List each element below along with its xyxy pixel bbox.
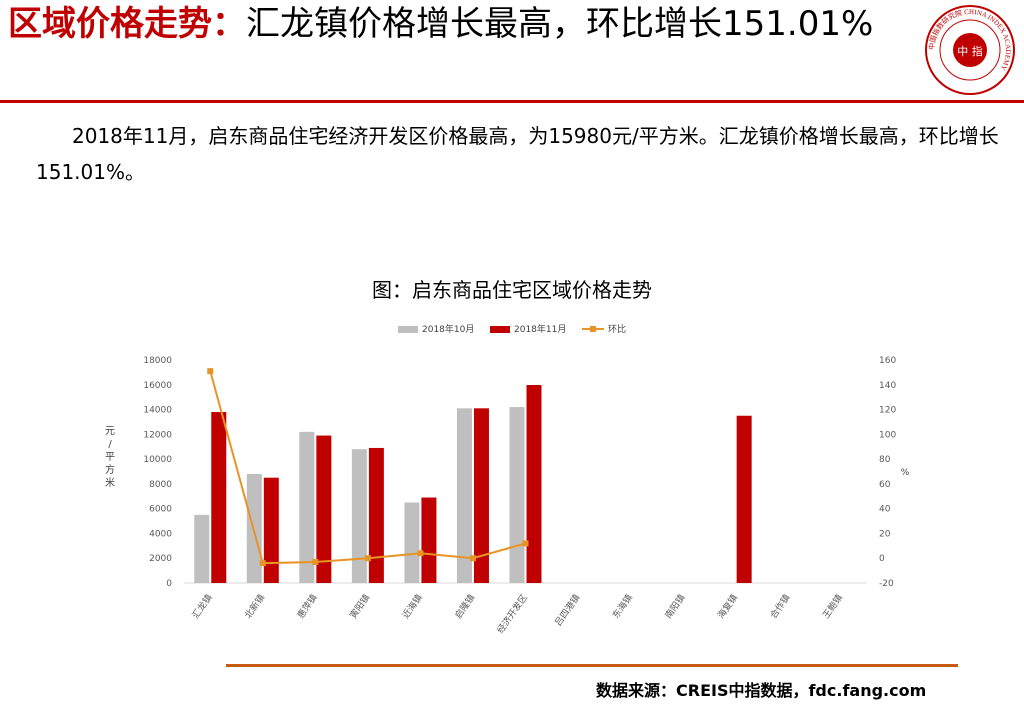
figure-title: 图：启东商品住宅区域价格走势 xyxy=(372,278,652,302)
bar-nov-3 xyxy=(368,447,384,583)
bar-nov-10 xyxy=(736,415,752,583)
bar-oct-5 xyxy=(456,408,472,583)
x-tick-label-7: 吕四港镇 xyxy=(552,592,582,628)
x-tick-label-10: 海复镇 xyxy=(715,592,740,621)
y-axis-label: 元/平方米 xyxy=(105,426,115,489)
y-tick-label-8: 16000 xyxy=(143,381,172,391)
y2-tick-label-3: 40 xyxy=(879,505,891,515)
x-tick-label-4: 近海镇 xyxy=(400,592,425,621)
x-tick-label-3: 寅阳镇 xyxy=(347,592,372,621)
legend-label-nov: 2018年11月 xyxy=(514,323,566,335)
bar-oct-0 xyxy=(194,514,210,583)
line-mom-point-6 xyxy=(522,540,529,547)
page-title-lead: 区域价格走势： xyxy=(8,4,246,44)
logo: 中国指数研究院 CHINA INDEX ACADEMY 中 指 xyxy=(925,5,1015,95)
y2-axis-label: % xyxy=(901,468,910,478)
y2-tick-label-0: -20 xyxy=(879,579,894,589)
bar-oct-4 xyxy=(404,502,420,583)
bar-nov-6 xyxy=(526,385,542,583)
legend-label-mom: 环比 xyxy=(608,323,626,335)
y-tick-label-3: 6000 xyxy=(149,505,172,515)
y2-tick-label-1: 0 xyxy=(879,554,885,564)
x-tick-label-9: 南阳镇 xyxy=(662,592,687,621)
bar-oct-6 xyxy=(509,407,525,583)
line-mom-point-0 xyxy=(207,368,214,375)
x-tick-label-5: 启隆镇 xyxy=(452,592,477,621)
y2-tick-label-2: 20 xyxy=(879,529,891,539)
x-tick-label-0: 汇龙镇 xyxy=(189,592,214,621)
source-divider xyxy=(226,664,958,667)
y2-tick-label-9: 160 xyxy=(879,356,896,366)
line-mom-point-1 xyxy=(259,560,266,567)
line-mom-point-4 xyxy=(417,550,424,557)
line-mom-point-3 xyxy=(364,555,371,562)
header-divider xyxy=(0,100,1024,103)
logo-center-text: 中 指 xyxy=(957,44,983,58)
x-tick-label-12: 王鲍镇 xyxy=(820,592,845,621)
price-trend-chart: 0 2000 4000 6000 8000 10000 12000 14000 16000 180… xyxy=(105,323,910,636)
y-tick-label-4: 8000 xyxy=(149,480,172,490)
y-tick-label-7: 14000 xyxy=(143,406,172,416)
y-tick-label-6: 12000 xyxy=(143,430,172,440)
line-mom-point-5 xyxy=(469,555,476,562)
y-tick-label-5: 10000 xyxy=(143,455,172,465)
y-tick-label-2: 4000 xyxy=(149,529,172,539)
x-tick-label-2: 惠萍镇 xyxy=(294,592,319,621)
data-source: 数据来源：CREIS中指数据，fdc.fang.com xyxy=(596,681,927,700)
y2-tick-label-7: 120 xyxy=(879,406,896,416)
page-title: 区域价格走势：汇龙镇价格增长最高，环比增长151.01% xyxy=(8,4,908,44)
bar-nov-5 xyxy=(473,408,489,583)
legend-swatch-oct xyxy=(398,326,418,333)
y-tick-label-1: 2000 xyxy=(149,554,172,564)
legend-swatch-nov xyxy=(490,326,510,333)
bar-nov-1 xyxy=(263,477,279,583)
y2-tick-label-5: 80 xyxy=(879,455,891,465)
y2-tick-label-6: 100 xyxy=(879,430,896,440)
y-tick-label-0: 0 xyxy=(166,579,172,589)
legend-label-oct: 2018年10月 xyxy=(422,323,474,335)
y-tick-label-9: 18000 xyxy=(143,356,172,366)
y2-tick-label-8: 140 xyxy=(879,381,896,391)
y2-tick-label-4: 60 xyxy=(879,480,891,490)
x-tick-label-1: 北新镇 xyxy=(242,592,267,621)
x-tick-label-11: 合作镇 xyxy=(767,592,792,621)
bar-oct-2 xyxy=(299,431,315,583)
x-tick-label-6: 经济开发区 xyxy=(494,592,530,636)
x-tick-label-8: 东海镇 xyxy=(610,592,635,621)
bar-nov-4 xyxy=(421,497,437,583)
bar-oct-3 xyxy=(351,449,367,583)
line-mom-point-2 xyxy=(312,558,319,565)
page-title-rest: 汇龙镇价格增长最高，环比增长151.01% xyxy=(246,4,874,44)
bar-nov-2 xyxy=(316,435,332,583)
legend-swatch-mom-marker xyxy=(590,326,596,332)
summary-paragraph: 2018年11月，启东商品住宅经济开发区价格最高，为15980元/平方米。汇龙镇… xyxy=(36,124,999,184)
bar-nov-0 xyxy=(211,412,227,583)
